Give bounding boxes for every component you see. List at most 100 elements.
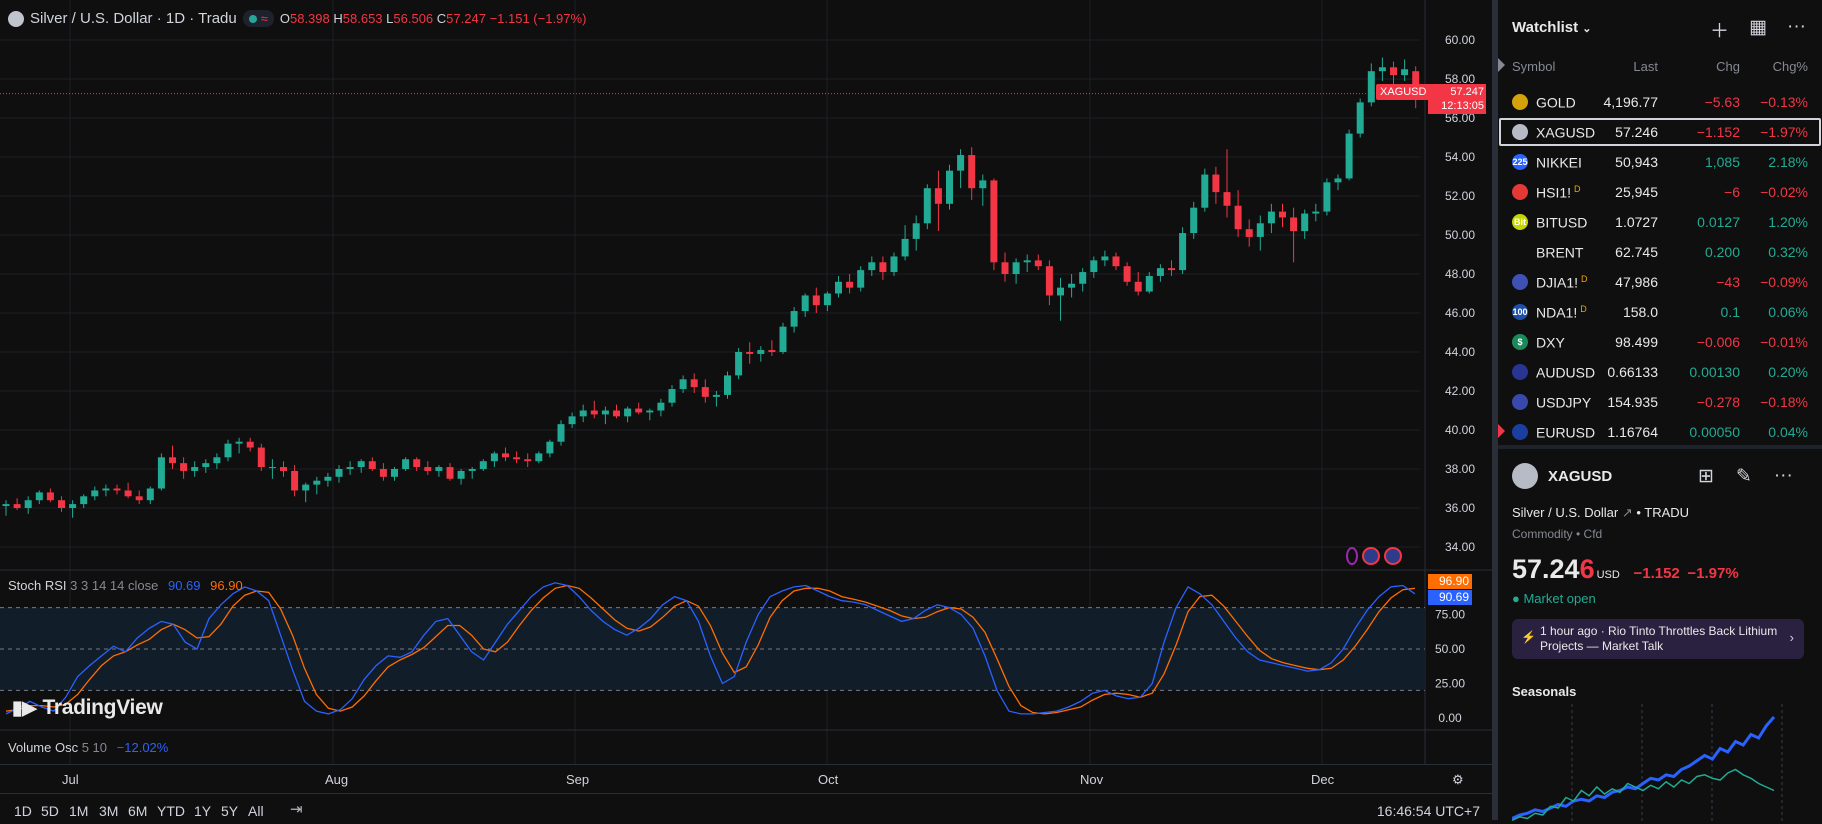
advanced-view-icon[interactable]: ▦ [1749, 17, 1768, 38]
chart-title[interactable]: Silver / U.S. Dollar · 1D · Tradu [30, 10, 237, 27]
watchlist-row-audusd[interactable]: AUDUSD 0.66133 0.00130 0.20% [1498, 357, 1822, 387]
external-link-icon[interactable]: ↗ [1621, 505, 1633, 520]
candle-body [24, 500, 32, 508]
col-chg-pct[interactable]: Chg% [1772, 59, 1808, 74]
candle-body [1079, 272, 1087, 284]
stoch-d-value: 96.90 [210, 578, 243, 593]
us-flag-icon[interactable] [1384, 547, 1402, 565]
chart-area[interactable]: 60.00 58.00 56.00 54.00 52.00 50.00 48.00 46.00… [0, 0, 1492, 820]
candle-body [102, 488, 110, 491]
symbol-legend: Silver / U.S. Dollar · 1D · Tradu ≈ O58.… [8, 10, 586, 27]
us-flag-icon [1512, 274, 1528, 290]
watchlist-row-xagusd[interactable]: XAGUSD 57.246 −1.152 −1.97% [1498, 117, 1822, 147]
price-axis-label: 54.00 [1445, 150, 1475, 164]
watchlist-row-djia1[interactable]: DJIA1! D 47,986 −43 −0.09% [1498, 267, 1822, 297]
stoch-rsi-legend[interactable]: Stoch RSI 3 3 14 14 close 90.69 96.90 [8, 578, 243, 593]
panel-divider[interactable] [1492, 0, 1498, 820]
more-icon[interactable]: ··· [1787, 16, 1806, 37]
layout-icon[interactable]: ⊞ [1698, 466, 1714, 487]
chevron-right-icon: › [1789, 630, 1794, 645]
change-pct: 0.20% [1768, 364, 1808, 380]
candle-body [1068, 283, 1076, 288]
section-flag-icon[interactable] [1498, 58, 1505, 72]
price-chart[interactable]: 60.00 58.00 56.00 54.00 52.00 50.00 48.00 46.00… [0, 0, 1492, 820]
col-last[interactable]: Last [1633, 59, 1658, 74]
candle-body [979, 180, 987, 189]
watchlist-row-hsi1[interactable]: HSI1! D 25,945 −6 −0.02% [1498, 177, 1822, 207]
range-all-button[interactable]: All [248, 803, 264, 819]
watchlist-row-nda1[interactable]: 100 NDA1! D 158.0 0.1 0.06% [1498, 297, 1822, 327]
watchlist-title[interactable]: Watchlist ⌄ [1512, 19, 1592, 36]
edit-note-icon[interactable]: ✎ [1735, 466, 1752, 487]
candle-body [402, 459, 410, 469]
nikkei-icon: 225 [1512, 154, 1528, 170]
more-icon[interactable]: ··· [1773, 465, 1793, 486]
event-markers[interactable] [1346, 547, 1402, 565]
candle-body [135, 496, 143, 501]
delayed-badge: D [1581, 274, 1588, 284]
last-price-tag: 57.247 12:13:05 [1428, 84, 1486, 114]
candle-body [413, 459, 421, 468]
seasonals-chart[interactable] [1512, 704, 1812, 824]
range-6m-button[interactable]: 6M [128, 803, 148, 819]
candle-body [990, 180, 998, 263]
price-tail: 6 [1579, 554, 1595, 584]
symbol-name: NIKKEI [1536, 154, 1585, 171]
market-status-pill[interactable]: ≈ [242, 10, 274, 27]
candle-body [757, 350, 765, 354]
change: −1.152 [1696, 124, 1740, 140]
watchlist-row-eurusd[interactable]: EURUSD 1.16764 0.00050 0.04% [1498, 417, 1822, 447]
time-axis[interactable]: Jul Aug Sep Oct Nov Dec ⚙ [0, 764, 1492, 793]
change-pct: 2.18% [1768, 154, 1808, 170]
range-ytd-button[interactable]: YTD [157, 803, 185, 819]
watchlist-row-usdjpy[interactable]: USDJPY 154.935 −0.278 −0.18% [1498, 387, 1822, 417]
market-status: ● Market open [1512, 591, 1596, 606]
description-text[interactable]: Silver / U.S. Dollar [1512, 505, 1619, 520]
time-label-oct: Oct [818, 772, 839, 787]
price-axis-label: 56.00 [1445, 111, 1475, 125]
red-flag-icon[interactable] [1498, 424, 1505, 438]
news-item[interactable]: ⚡ 1 hour ago · Rio Tinto Throttles Back … [1512, 619, 1804, 659]
symbol-name: BITUSD [1536, 214, 1590, 231]
time-label-sep: Sep [566, 772, 590, 787]
gold-icon [1512, 94, 1528, 110]
candle-body [557, 424, 565, 442]
col-symbol[interactable]: Symbol [1512, 59, 1556, 74]
price-axis-label: 48.00 [1445, 267, 1475, 281]
seasonals-title[interactable]: Seasonals [1512, 684, 1577, 699]
col-chg[interactable]: Chg [1716, 59, 1740, 74]
symbol-text: AUDUSD [1536, 364, 1596, 381]
exchange-text: TRADU [1644, 505, 1690, 520]
watchlist-row-brent[interactable]: BRENT 62.745 0.200 0.32% [1498, 237, 1822, 267]
range-5d-button[interactable]: 5D [41, 803, 59, 819]
go-to-date-icon[interactable]: ⇥ [290, 801, 303, 818]
clock[interactable]: 16:46:54 UTC+7 [1376, 803, 1480, 819]
add-symbol-icon[interactable]: ＋ [1710, 21, 1730, 42]
watchlist-row-bitusd[interactable]: Bit BITUSD 1.0727 0.0127 1.20% [1498, 207, 1822, 237]
range-1d-button[interactable]: 1D [14, 803, 32, 819]
watchlist-row-gold[interactable]: GOLD 4,196.77 −5.63 −0.13% [1498, 87, 1822, 117]
watchlist-row-nikkei[interactable]: 225 NIKKEI 50,943 1,085 2.18% [1498, 147, 1822, 177]
range-1m-button[interactable]: 1M [69, 803, 89, 819]
candle-body [457, 470, 465, 479]
bar-countdown: 12:13:05 [1441, 100, 1484, 112]
range-3m-button[interactable]: 3M [99, 803, 119, 819]
candle-body [368, 461, 376, 469]
details-symbol[interactable]: XAGUSD [1548, 467, 1613, 485]
candle-body [490, 453, 498, 462]
time-label-dec: Dec [1311, 772, 1335, 787]
change-pct: −0.02% [1760, 184, 1808, 200]
candle-body [1156, 268, 1164, 276]
change-pct: 0.32% [1768, 244, 1808, 260]
last-price-symbol-tag: XAGUSD [1376, 84, 1431, 100]
range-5y-button[interactable]: 5Y [221, 803, 239, 819]
settings-gear-icon[interactable]: ⚙ [1452, 772, 1464, 787]
volume-osc-legend[interactable]: Volume Osc 5 10 −12.02% [8, 740, 168, 755]
us-flag-icon[interactable] [1362, 547, 1380, 565]
candle-body [268, 467, 276, 469]
delayed-badge: D [1580, 304, 1587, 314]
event-marker-icon[interactable] [1346, 547, 1358, 565]
price-axis-label: 50.00 [1445, 228, 1475, 242]
watchlist-row-dxy[interactable]: $ DXY 98.499 −0.006 −0.01% [1498, 327, 1822, 357]
range-1y-button[interactable]: 1Y [194, 803, 212, 819]
